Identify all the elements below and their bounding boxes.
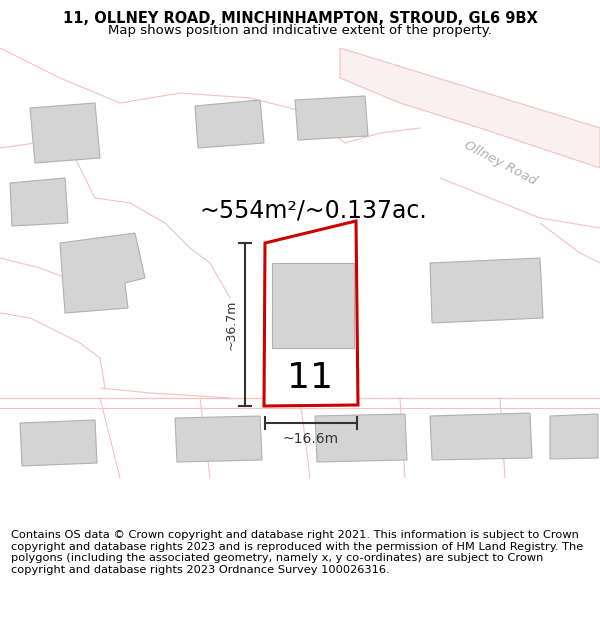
Text: ~16.6m: ~16.6m xyxy=(283,432,339,446)
Polygon shape xyxy=(550,414,598,459)
Text: Contains OS data © Crown copyright and database right 2021. This information is : Contains OS data © Crown copyright and d… xyxy=(11,530,583,575)
Text: Map shows position and indicative extent of the property.: Map shows position and indicative extent… xyxy=(108,24,492,38)
Text: Ollney Road: Ollney Road xyxy=(461,139,538,188)
Polygon shape xyxy=(272,263,354,348)
Text: ~36.7m: ~36.7m xyxy=(224,299,238,350)
Text: 11: 11 xyxy=(287,361,333,395)
Polygon shape xyxy=(295,96,368,140)
Polygon shape xyxy=(10,178,68,226)
Polygon shape xyxy=(195,100,264,148)
Polygon shape xyxy=(175,416,262,462)
Polygon shape xyxy=(315,414,407,462)
Polygon shape xyxy=(264,221,358,406)
Polygon shape xyxy=(20,420,97,466)
Polygon shape xyxy=(430,258,543,323)
Polygon shape xyxy=(30,103,100,163)
Polygon shape xyxy=(430,413,532,460)
Text: ~554m²/~0.137ac.: ~554m²/~0.137ac. xyxy=(200,199,428,223)
Text: 11, OLLNEY ROAD, MINCHINHAMPTON, STROUD, GL6 9BX: 11, OLLNEY ROAD, MINCHINHAMPTON, STROUD,… xyxy=(62,11,538,26)
Polygon shape xyxy=(60,233,145,313)
Polygon shape xyxy=(340,48,600,168)
